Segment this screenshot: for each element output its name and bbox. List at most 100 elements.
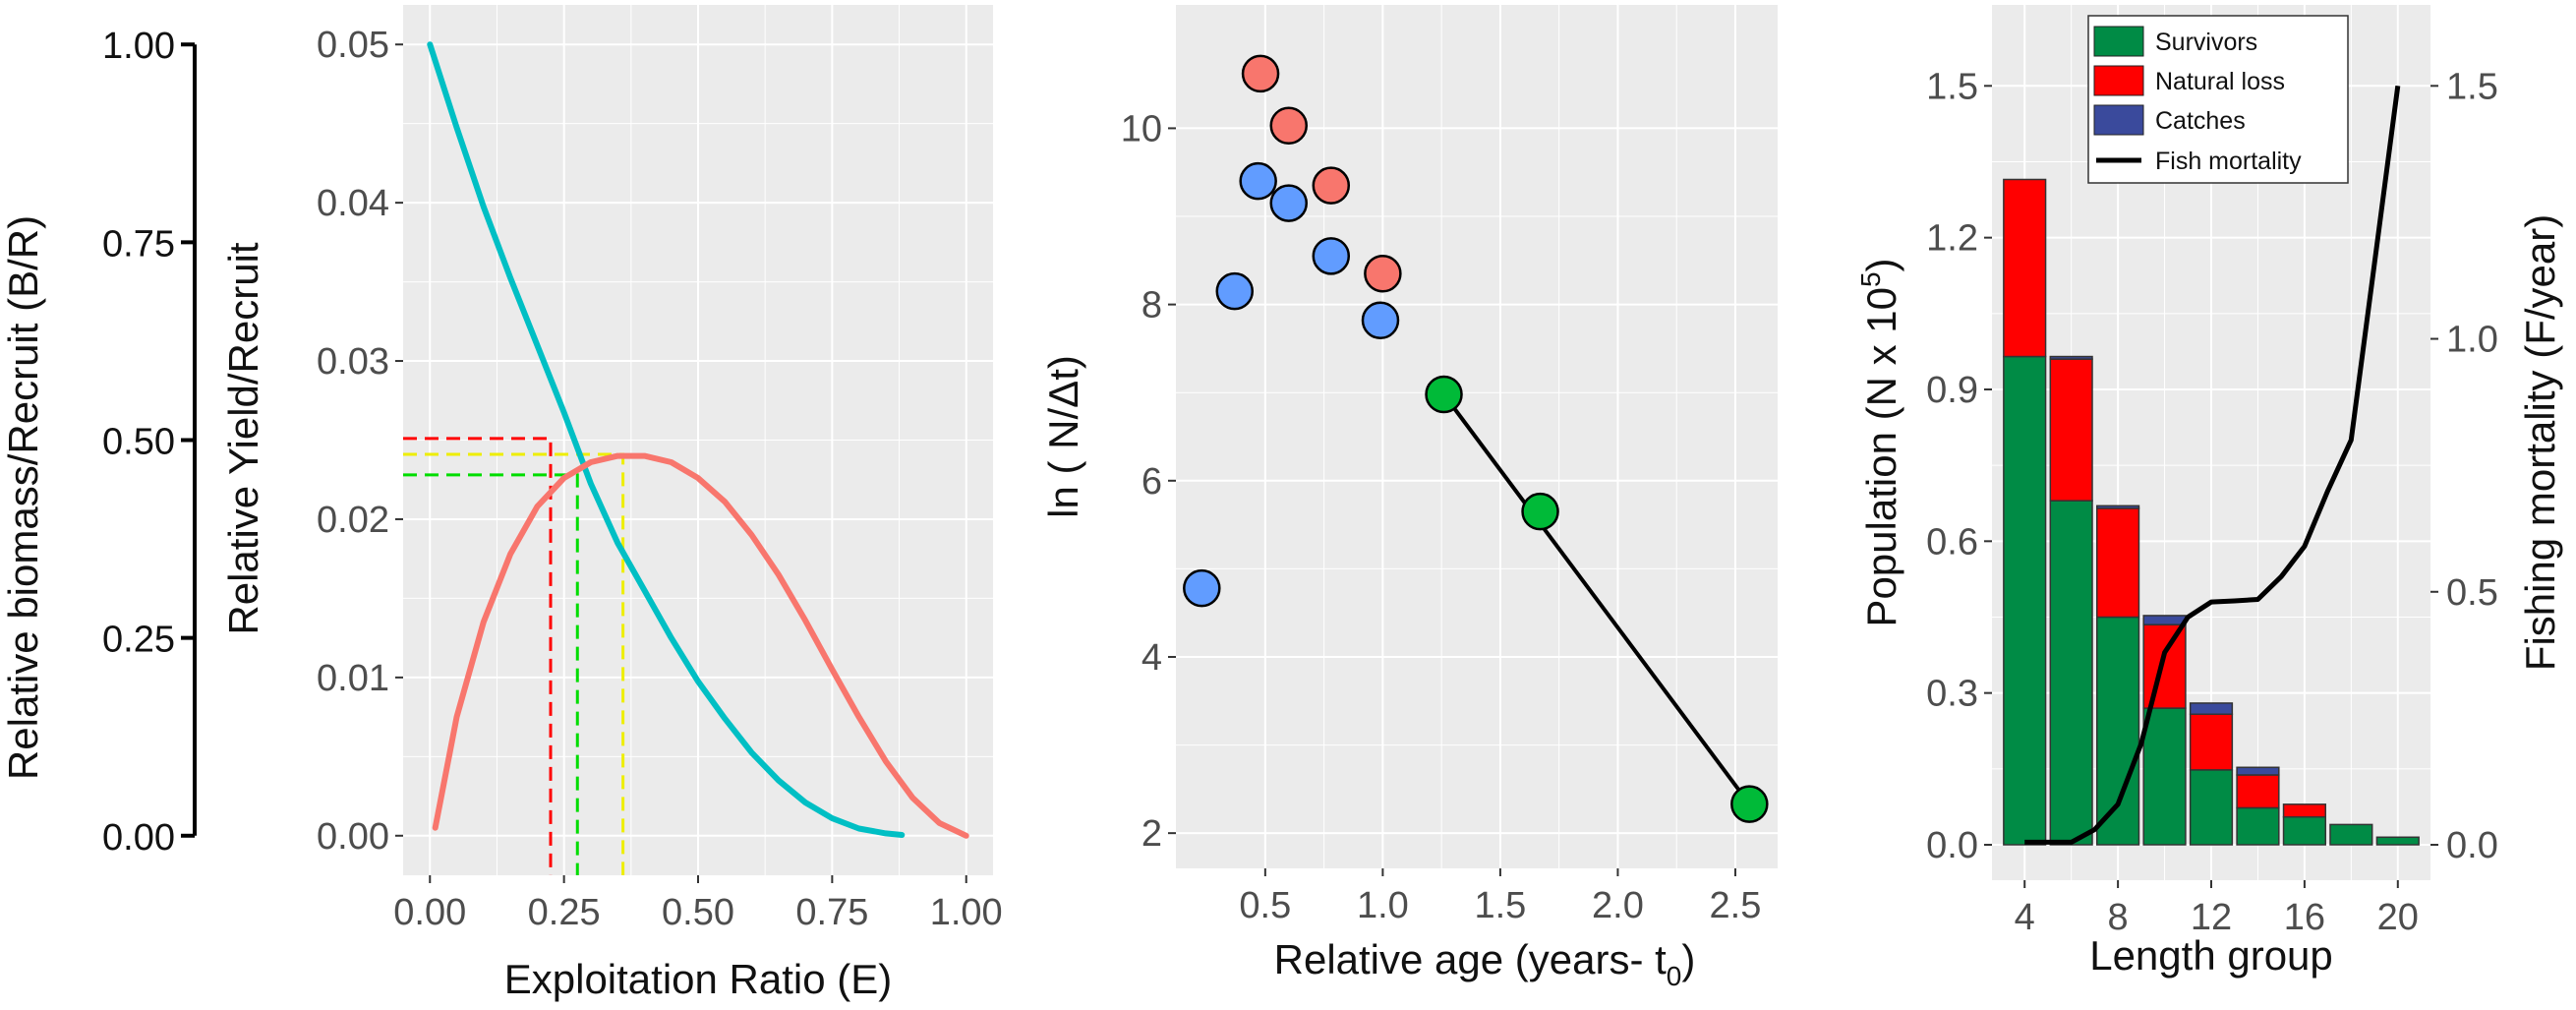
x-tick-label: 20 xyxy=(2377,897,2419,938)
x-axis-title-close: ) xyxy=(1681,936,1695,982)
bar-segment xyxy=(2236,774,2280,809)
bar-segment xyxy=(2049,500,2093,846)
biomass-tick-label: 0.25 xyxy=(102,620,175,661)
data-point xyxy=(1521,492,1559,531)
y-tick-label: 2 xyxy=(1142,813,1162,855)
bar-segment xyxy=(2189,702,2234,716)
y-tick-label: 8 xyxy=(1142,285,1162,327)
biomass-tick-label: 0.75 xyxy=(102,223,175,265)
bar-segment xyxy=(2189,713,2234,771)
bar-segment xyxy=(2189,769,2234,846)
x-tick-label: 0.25 xyxy=(528,892,601,933)
bar-segment xyxy=(2236,806,2280,846)
legend-label-natural-loss: Natural loss xyxy=(2155,68,2285,95)
bar-segment xyxy=(2049,358,2093,502)
legend-swatch-catches xyxy=(2093,104,2144,136)
y-tick-label: 0.9 xyxy=(1926,370,1978,411)
data-point xyxy=(1241,54,1280,93)
y-tick-label: 0.02 xyxy=(317,500,389,541)
x-tick-label: 1.5 xyxy=(1474,885,1526,926)
right-y-tick-label: 1.5 xyxy=(2446,66,2498,107)
biomass-axis: 0.00 0.25 0.50 0.75 1.00 xyxy=(102,26,197,859)
right-y-tick-labels: 0.0 0.5 1.0 1.5 xyxy=(2430,66,2498,866)
x-tick-labels: 4 8 12 16 20 xyxy=(2015,880,2419,938)
legend-label-catches: Catches xyxy=(2155,107,2246,135)
x-tick-label: 12 xyxy=(2191,897,2232,938)
legend-entry-natural-loss: Natural loss xyxy=(2093,65,2285,96)
cohort-panel: 4 8 12 16 20 0.0 0.3 0.6 0.9 1.2 1.5 0.0 0.5 1.0 1.5… xyxy=(1855,5,2563,979)
bar-segment xyxy=(2375,836,2420,846)
legend-swatch-natural-loss xyxy=(2093,65,2144,96)
y-tick-label: 0.05 xyxy=(317,25,389,66)
x-axis-title: Exploitation Ratio (E) xyxy=(504,956,893,1002)
y-tick-label: 1.2 xyxy=(1926,218,1978,260)
yield-biomass-panel: 0.00 0.25 0.50 0.75 1.00 0.000.010.020.030.0… xyxy=(0,5,1003,1002)
x-tick-label: 0.00 xyxy=(393,892,466,933)
fishing-mortality-line xyxy=(2024,85,2401,845)
data-point xyxy=(1425,375,1463,414)
bar-segment xyxy=(2096,505,2140,509)
regression-line xyxy=(1441,392,1751,805)
legend-entry-survivors: Survivors xyxy=(2093,26,2257,57)
catch-curve-panel: 0.5 1.0 1.5 2.0 2.5 2 4 6 8 10 Relative age (yea… xyxy=(1040,5,1778,991)
right-y-tick-label: 1.0 xyxy=(2446,320,2498,361)
x-tick-label: 0.75 xyxy=(795,892,868,933)
x-tick-label: 8 xyxy=(2108,897,2129,938)
bar-segment xyxy=(2049,355,2093,360)
bar-segment xyxy=(2236,766,2280,776)
y-tick-label: 0.0 xyxy=(1926,825,1978,866)
data-point xyxy=(1312,237,1351,275)
data-point xyxy=(1361,301,1400,339)
y-axis-title-main: Population (N x 10 xyxy=(1858,287,1904,627)
regression-line xyxy=(1441,392,1751,805)
bar-segment xyxy=(2096,616,2140,846)
data-point xyxy=(1269,106,1308,145)
y-axis-title: ln ( N/Δt) xyxy=(1040,355,1086,518)
x-axis-title-main: Relative age (years- t xyxy=(1274,936,1667,982)
reference-dashed-line xyxy=(403,473,579,875)
y-axis-title: Population (N x 105) xyxy=(1855,258,1904,626)
x-tick-label: 2.0 xyxy=(1592,885,1644,926)
bar-segment xyxy=(2142,707,2187,846)
data-point xyxy=(1183,568,1221,608)
x-tick-labels: 0.00 0.25 0.50 0.75 1.00 xyxy=(393,875,1003,933)
stacked-bars xyxy=(2003,178,2420,846)
data-point xyxy=(1239,161,1277,201)
y-tick-label: 1.5 xyxy=(1926,66,1978,107)
y-tick-label: 0.01 xyxy=(317,658,389,699)
x-tick-label: 0.5 xyxy=(1239,885,1291,926)
biomass-curve xyxy=(427,41,906,838)
y-tick-label: 0.6 xyxy=(1926,521,1978,563)
fishing-mortality-line xyxy=(2024,85,2401,845)
legend: Survivors Natural loss Catches Fish mort… xyxy=(2087,15,2349,184)
right-y-tick-label: 0.0 xyxy=(2446,825,2498,866)
biomass-axis-title: Relative biomass/Recruit (B/R) xyxy=(0,215,46,780)
bar-segment xyxy=(2003,178,2047,358)
gridlines xyxy=(403,5,993,875)
bar-segment xyxy=(2096,507,2140,619)
y-axis-title: Relative Yield/Recruit xyxy=(220,242,266,635)
x-tick-label: 1.00 xyxy=(930,892,1003,933)
legend-entry-catches: Catches xyxy=(2093,104,2246,136)
bar-segment xyxy=(2282,803,2326,818)
reference-dashed-line xyxy=(403,437,553,875)
data-points xyxy=(1183,54,1769,823)
y-tick-labels: 0.00 0.01 0.02 0.03 0.04 0.05 xyxy=(317,25,403,858)
biomass-tick-label: 0.50 xyxy=(102,422,175,463)
bar-segment xyxy=(2003,355,2047,846)
x-tick-label: 4 xyxy=(2015,897,2035,938)
x-axis-title: Relative age (years- t0) xyxy=(1274,936,1696,991)
legend-entry-fish-mortality: Fish mortality xyxy=(2096,148,2302,175)
x-axis-title-subscript: 0 xyxy=(1667,961,1682,991)
biomass-tick-label: 1.00 xyxy=(102,26,175,67)
x-tick-labels: 0.5 1.0 1.5 2.0 2.5 xyxy=(1239,868,1761,926)
y-tick-label: 6 xyxy=(1142,461,1162,503)
y-axis-title-close: ) xyxy=(1858,258,1904,271)
right-y-tick-label: 0.5 xyxy=(2446,572,2498,614)
x-tick-label: 1.0 xyxy=(1357,885,1409,926)
y-axis-title-superscript: 5 xyxy=(1855,271,1886,287)
bar-segment xyxy=(2329,823,2373,846)
data-point xyxy=(1312,166,1351,205)
legend-label-fish-mortality: Fish mortality xyxy=(2155,148,2302,175)
